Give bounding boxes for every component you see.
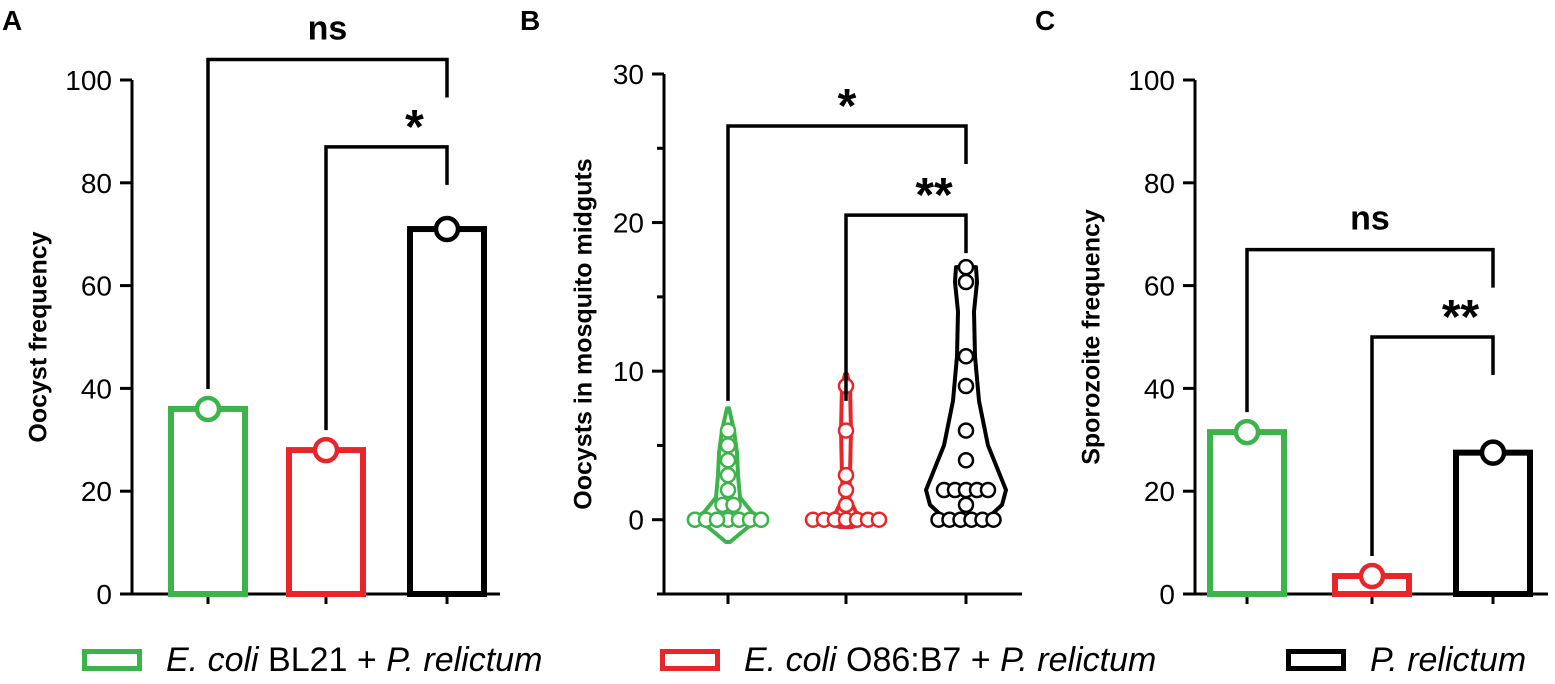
significance-bracket <box>844 213 968 401</box>
significance-bracket <box>1245 247 1495 413</box>
legend-text-part: P. relictum <box>386 640 543 679</box>
figure-canvas: A 0 20 40 60 80 100 Oocyst frequency ns * B 0 10 20 3… <box>2 5 1548 610</box>
legend-text-part: BL21 + <box>258 640 387 679</box>
data-point <box>725 496 742 514</box>
significance-label: ns <box>1350 200 1390 238</box>
data-point <box>719 481 737 499</box>
y-tick-label: 20 <box>1144 476 1175 507</box>
panel-letter: A <box>2 5 22 36</box>
bar <box>286 447 366 597</box>
y-tick-label: 60 <box>81 271 112 302</box>
legend-item-ecoli-o86: E. coli O86:B7 + P. relictum <box>660 636 1156 684</box>
y-tick-label: 100 <box>1128 65 1175 96</box>
significance-bracket <box>324 145 449 431</box>
data-point <box>837 422 855 439</box>
legend-label: E. coli BL21 + P. relictum <box>166 641 542 680</box>
data-point <box>957 377 975 395</box>
panel-letter: C <box>1035 5 1055 36</box>
y-axis-label: Oocysts in mosquito midguts <box>570 158 598 509</box>
legend-text-part: O86:B7 + <box>836 640 1001 679</box>
data-point <box>719 452 737 469</box>
y-tick-label: 0 <box>96 579 112 610</box>
significance-bracket <box>726 124 968 401</box>
y-axis-label: Oocyst frequency <box>25 231 53 442</box>
panel-letter: B <box>520 5 540 36</box>
data-point <box>719 437 737 454</box>
legend-text-part: E. coli <box>166 640 259 679</box>
significance-bracket <box>1370 335 1495 557</box>
legend: E. coli BL21 + P. relictum E. coli O86:B… <box>0 636 1555 684</box>
legend-label: P. relictum <box>1370 641 1526 680</box>
panel-a: A 0 20 40 60 80 100 Oocyst frequency ns * <box>2 5 500 610</box>
significance-label: ns <box>308 9 348 47</box>
significance-label: ** <box>915 169 953 222</box>
legend-swatch-red <box>660 649 720 671</box>
data-point <box>957 273 975 291</box>
y-tick-label: 0 <box>628 505 644 536</box>
bar-point <box>312 436 340 464</box>
legend-item-p-relictum: P. relictum <box>1286 636 1526 684</box>
data-point <box>870 511 888 528</box>
data-point <box>957 422 975 439</box>
bar-point <box>1233 418 1261 446</box>
y-tick-label: 80 <box>81 168 112 199</box>
y-tick-label: 30 <box>613 59 644 90</box>
legend-label: E. coli O86:B7 + P. relictum <box>744 641 1156 680</box>
bar-point <box>433 215 461 243</box>
bar <box>407 226 487 597</box>
data-point <box>719 466 737 484</box>
legend-item-ecoli-bl21: E. coli BL21 + P. relictum <box>82 636 542 684</box>
data-point <box>985 511 1002 528</box>
y-tick-label: 0 <box>1159 579 1175 610</box>
data-point <box>752 511 770 528</box>
y-tick-label: 40 <box>1144 373 1175 404</box>
data-point <box>837 466 855 484</box>
bar-point <box>194 395 222 423</box>
y-tick-label: 20 <box>613 208 644 239</box>
data-point <box>957 258 975 276</box>
bar <box>1207 429 1287 597</box>
legend-text-part: P. relictum <box>1370 640 1527 679</box>
significance-label: * <box>838 80 857 133</box>
data-point <box>979 481 997 499</box>
bar <box>1453 449 1533 597</box>
data-point <box>719 422 737 439</box>
significance-label: ** <box>1442 291 1480 344</box>
y-tick-label: 60 <box>1144 271 1175 302</box>
data-point <box>837 496 855 514</box>
data-point <box>957 348 975 365</box>
legend-swatch-green <box>82 649 142 671</box>
y-tick-label: 10 <box>613 356 644 387</box>
data-point <box>837 481 855 499</box>
bar-point <box>1358 562 1386 590</box>
y-tick-label: 100 <box>65 65 112 96</box>
legend-swatch-black <box>1286 649 1346 671</box>
y-tick-label: 80 <box>1144 168 1175 199</box>
y-axis-label: Sporozoite frequency <box>1078 209 1106 465</box>
panel-c: C 0 20 40 60 80 100 Sporozoite frequency ns ** <box>1035 5 1548 610</box>
y-tick-label: 20 <box>81 476 112 507</box>
bar-point <box>1479 439 1507 466</box>
legend-text-part: E. coli <box>744 640 837 679</box>
bar <box>168 405 248 597</box>
data-point <box>957 496 975 514</box>
data-point <box>957 452 975 469</box>
data-point <box>708 511 726 528</box>
significance-label: * <box>405 101 424 154</box>
y-tick-label: 40 <box>81 373 112 404</box>
significance-bracket <box>206 57 449 389</box>
legend-text-part: P. relictum <box>1000 640 1157 679</box>
